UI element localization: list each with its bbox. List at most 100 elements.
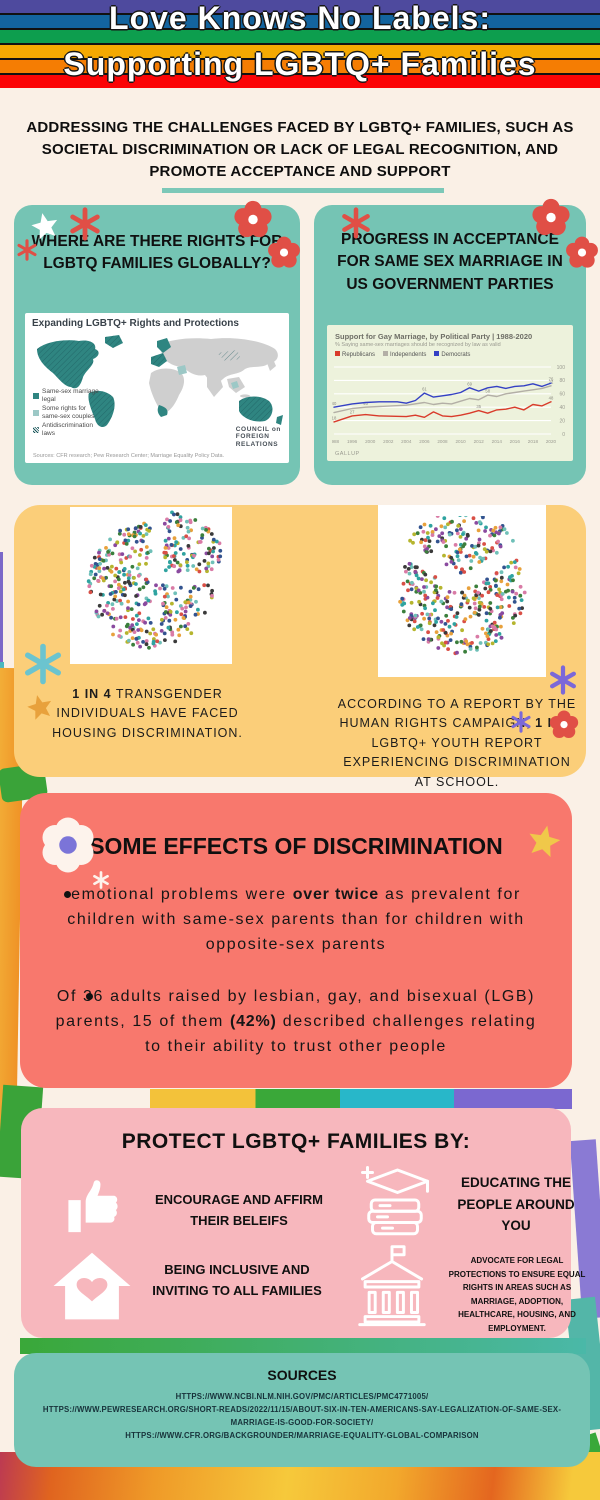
svg-text:40: 40 — [332, 401, 337, 406]
svg-text:2000: 2000 — [365, 439, 376, 444]
bullet-dot — [64, 891, 71, 898]
asterisk-teal-icon — [24, 643, 62, 685]
flower-red-icon — [268, 236, 300, 268]
flower-red-icon — [566, 236, 598, 268]
legend-swatch-some-rights — [33, 409, 39, 416]
svg-text:48: 48 — [549, 395, 554, 400]
svg-text:2014: 2014 — [492, 439, 503, 444]
svg-text:1996: 1996 — [347, 439, 358, 444]
housing-discrimination-fact: 1 IN 4 TRANSGENDER INDIVIDUALS HAVE FACE… — [52, 687, 243, 740]
inclusive-home-icon — [53, 1252, 131, 1320]
svg-text:2016: 2016 — [510, 439, 521, 444]
svg-text:2010: 2010 — [455, 439, 466, 444]
effects-bullet-2: Of 36 adults raised by lesbian, gay, and… — [55, 988, 537, 1055]
svg-text:100: 100 — [557, 365, 566, 371]
sources-title: SOURCES — [267, 1367, 337, 1383]
effects-bullet-list: emotional problems were over twice as pr… — [50, 883, 542, 1088]
legend-swatch-independents — [383, 351, 389, 356]
svg-text:2004: 2004 — [401, 439, 412, 444]
legend-swatch-democrats — [434, 351, 440, 356]
protect-families-card: PROTECT LGBTQ+ FAMILIES BY: ENCOURAGE AN… — [21, 1108, 585, 1338]
government-building-icon — [358, 1245, 426, 1327]
svg-text:0: 0 — [562, 432, 565, 438]
asterisk-purple-icon — [511, 711, 531, 733]
effects-bullet-1: emotional problems were over twice as pr… — [50, 883, 542, 957]
svg-text:2018: 2018 — [528, 439, 539, 444]
star-orange-icon — [27, 695, 52, 720]
chart-subtitle: % Saying same-sex marriages should be re… — [335, 342, 501, 348]
effects-of-discrimination-card: SOME EFFECTS OF DISCRIMINATION emotional… — [20, 793, 572, 1088]
legend-label: Antidiscrimination laws — [42, 422, 93, 437]
poster-title-line1: Love Knows No Labels: — [109, 0, 491, 36]
svg-text:60: 60 — [559, 392, 565, 398]
chart-legend: Republicans Independents Democrats — [335, 351, 470, 358]
flower-red-icon — [532, 198, 570, 236]
rainbow-stripe-red — [0, 75, 600, 88]
protect-item-label: EDUCATING THE PEOPLE AROUND YOU — [457, 1175, 575, 1234]
svg-text:72: 72 — [549, 379, 554, 384]
crowd-pie-third-image — [378, 505, 546, 677]
legend-label: Democrats — [441, 352, 471, 358]
svg-text:20: 20 — [559, 418, 565, 424]
svg-text:2020: 2020 — [546, 439, 557, 444]
crayon-stroke-purple-left — [0, 552, 3, 668]
protect-item-label: ADVOCATE FOR LEGAL PROTECTIONS TO ENSURE… — [448, 1256, 586, 1333]
map-legend-item: Some rights for same-sex couples — [33, 405, 100, 420]
legend-label: Independents — [390, 352, 427, 358]
star-white-icon — [31, 213, 58, 240]
legend-label: Same-sex marriage legal — [42, 388, 99, 403]
rainbow-stripe-purple — [0, 0, 600, 13]
flower-white-icon — [42, 817, 94, 873]
education-books-icon — [361, 1166, 429, 1236]
party-support-line-chart: 0 20 40 60 80 100 1988 1996 2000 2002 2004 2006 2008… — [332, 365, 566, 444]
svg-text:69: 69 — [467, 381, 472, 386]
protect-title: PROTECT LGBTQ+ FAMILIES BY: — [121, 1130, 471, 1153]
school-discrimination-fact: ACCORDING TO A REPORT BY THE HUMAN RIGHT… — [337, 697, 577, 789]
poster-title-line2: Supporting LGBTQ+ Families — [63, 46, 537, 82]
svg-text:35: 35 — [476, 404, 481, 409]
svg-text:40: 40 — [363, 401, 368, 406]
global-rights-title: WHERE ARE THERE RIGHTS FOR LGBTQ FAMILIE… — [31, 233, 283, 272]
svg-text:2002: 2002 — [383, 439, 394, 444]
flower-red-icon — [234, 200, 272, 238]
svg-text:1988: 1988 — [332, 439, 340, 444]
discrimination-stats-card: 1 IN 4 TRANSGENDER INDIVIDUALS HAVE FACE… — [14, 505, 586, 789]
svg-text:2008: 2008 — [437, 439, 448, 444]
legend-label: Republicans — [342, 352, 376, 358]
asterisk-red-icon — [342, 207, 370, 239]
thumbs-up-icon — [68, 1180, 118, 1233]
protect-item-label: ENCOURAGE AND AFFIRM THEIR BELEIFS — [154, 1192, 324, 1228]
crowd-pie-quarter-image — [70, 507, 232, 664]
source-url: HTTPS://WWW.NCBI.NLM.NIH.GOV/PMC/ARTICLE… — [175, 1392, 429, 1401]
source-url: HTTPS://WWW.PEWRESEARCH.ORG/SHORT-READS/… — [42, 1404, 562, 1427]
svg-text:2006: 2006 — [419, 439, 430, 444]
star-yellow-icon — [529, 825, 561, 858]
asterisk-purple-icon — [549, 665, 577, 695]
sources-card: SOURCES HTTPS://WWW.NCBI.NLM.NIH.GOV/PMC… — [14, 1353, 590, 1467]
map-legend-item: Antidiscrimination laws — [33, 422, 100, 437]
asterisk-red-icon — [70, 207, 100, 241]
header-banner — [0, 0, 600, 88]
cfr-logo: COUNCIL on FOREIGN RELATIONS — [235, 425, 281, 449]
legend-label: Some rights for same-sex couples — [42, 405, 95, 420]
map-source-line: Sources: CFR research; Pew Research Cent… — [33, 453, 225, 459]
map-legend-item: Same-sex marriage legal — [33, 388, 100, 403]
svg-text:27: 27 — [350, 410, 355, 415]
crayon-stroke-rainbow-gap-1 — [150, 1089, 572, 1109]
poster-subtitle: ADDRESSING THE CHALLENGES FACED BY LGBTQ… — [26, 119, 574, 180]
world-map-panel: Expanding LGBTQ+ Rights and Protections — [25, 313, 289, 463]
svg-text:76: 76 — [549, 377, 554, 382]
legend-swatch-republicans — [335, 351, 340, 356]
global-rights-card: WHERE ARE THERE RIGHTS FOR LGBTQ FAMILIE… — [14, 200, 300, 485]
rainbow-stripe-green — [0, 30, 600, 43]
rainbow-stripe-yellow — [0, 45, 600, 58]
sources-list: HTTPS://WWW.NCBI.NLM.NIH.GOV/PMC/ARTICLE… — [32, 1391, 572, 1442]
legend-swatch-marriage — [33, 392, 39, 399]
teal-divider — [162, 188, 444, 193]
chart-title: Support for Gay Marriage, by Political P… — [335, 332, 533, 341]
svg-text:58: 58 — [485, 389, 490, 394]
acceptance-progress-card: PROGRESS IN ACCEPTANCE FOR SAME SEX MARR… — [314, 198, 598, 485]
rainbow-stripe-blue — [0, 15, 600, 28]
svg-text:80: 80 — [559, 378, 565, 384]
